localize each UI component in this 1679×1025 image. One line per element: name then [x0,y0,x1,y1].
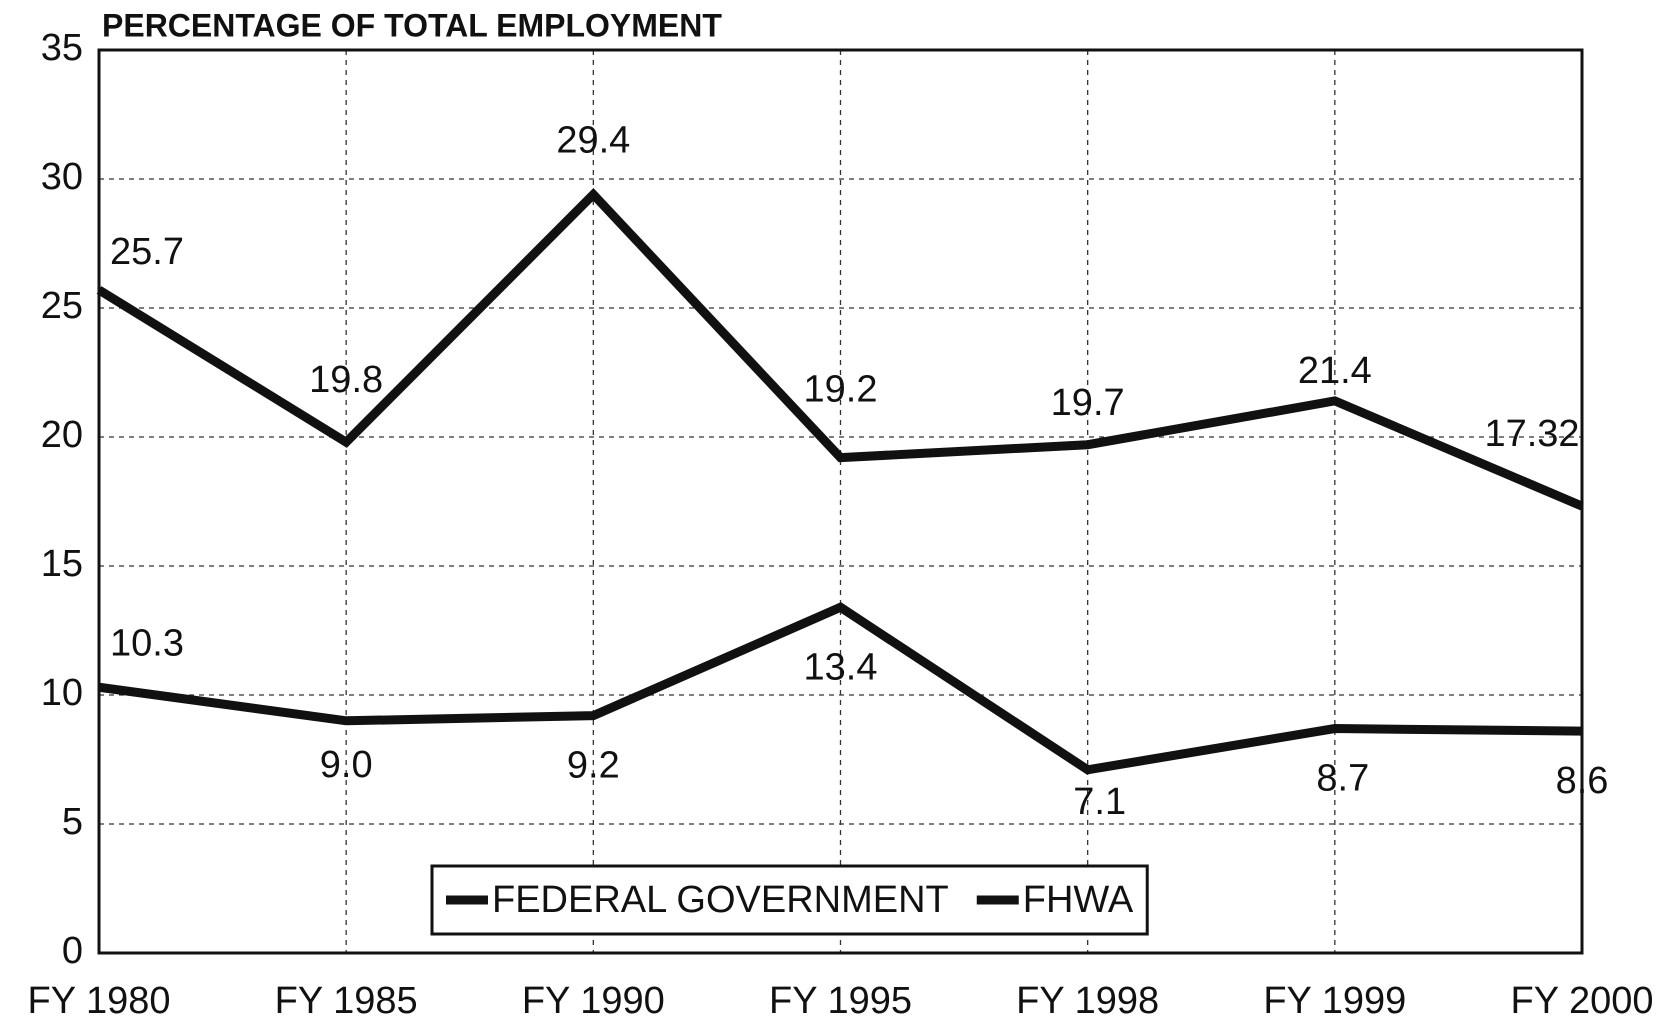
y-tick-label: 35 [41,27,83,69]
y-tick-label: 20 [41,414,83,456]
legend: FEDERAL GOVERNMENT FHWA [430,864,1149,936]
series-line [96,188,1584,511]
data-label: 10.3 [110,622,184,664]
x-tick-label: FY 1998 [1016,980,1159,1022]
series-line [98,602,1583,775]
legend-label: FHWA [1023,879,1134,921]
data-label: 19.2 [804,369,878,411]
y-tick-label: 10 [41,672,83,714]
y-tick-label: 0 [62,930,83,972]
data-label: 19.7 [1051,382,1125,424]
data-label: 19.8 [309,359,383,401]
x-tick-label: FY 1999 [1263,980,1406,1022]
x-tick-label: FY 1995 [769,980,912,1022]
data-label: 13.4 [804,646,878,688]
y-tick-label: 15 [41,543,83,585]
x-tick-label: FY 1980 [28,980,171,1022]
y-tick-label: 5 [62,801,83,843]
data-label: 21.4 [1298,350,1372,392]
data-label: 9.0 [320,744,373,786]
data-label: 29.4 [556,120,630,162]
y-tick-label: 25 [41,285,83,327]
data-label: 9.2 [567,745,620,787]
x-tick-label: FY 2000 [1511,980,1654,1022]
data-label: 7.1 [1073,781,1126,823]
data-label: 8.7 [1316,758,1369,800]
y-tick-label: 30 [41,156,83,198]
data-label: 25.7 [110,231,184,273]
data-label: 17.32 [1484,413,1579,455]
x-tick-label: FY 1985 [275,980,418,1022]
chart-title: PERCENTAGE OF TOTAL EMPLOYMENT [102,7,722,43]
legend-box [430,864,1149,936]
data-label: 8.6 [1556,760,1609,802]
legend-label: FEDERAL GOVERNMENT [492,879,949,921]
x-tick-label: FY 1990 [522,980,665,1022]
